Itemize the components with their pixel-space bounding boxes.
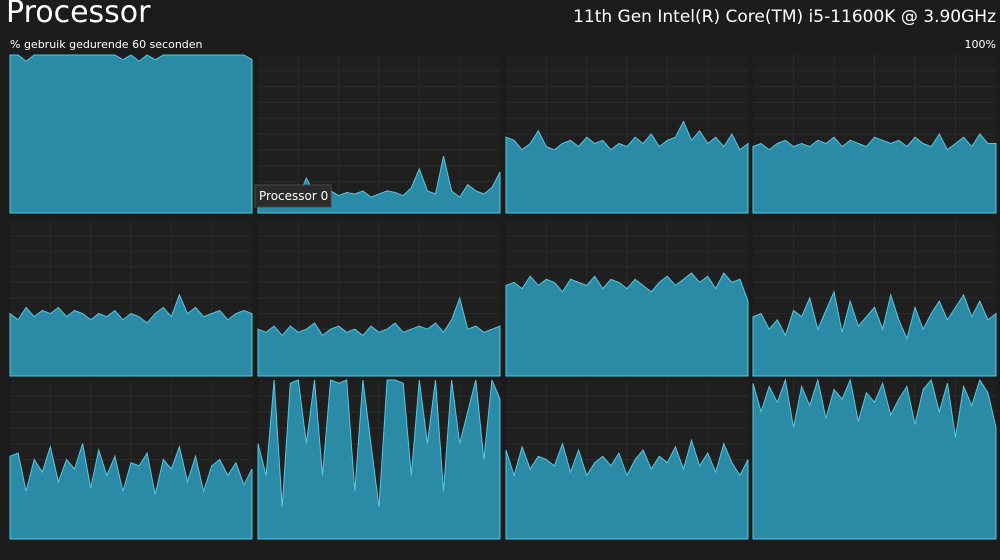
usage-area <box>9 54 253 214</box>
usage-area <box>505 120 749 214</box>
title: Processor <box>6 0 151 30</box>
cpu-graph <box>505 55 749 214</box>
usage-area <box>752 378 997 540</box>
graphs <box>9 54 997 540</box>
tooltip: Processor 0 <box>254 184 332 208</box>
cpu-graph <box>505 220 749 377</box>
cpu-graph <box>9 220 253 377</box>
cpu-graph <box>9 380 253 540</box>
usage-area <box>505 272 749 377</box>
usage-area <box>257 379 501 540</box>
usage-area <box>9 443 253 540</box>
cpu-graph <box>752 378 997 540</box>
cpu-name: 11th Gen Intel(R) Core(TM) i5-11600K @ 3… <box>573 7 996 27</box>
cpu-graph <box>257 220 501 377</box>
usage-area <box>505 438 749 540</box>
cpu-graph <box>257 379 501 540</box>
usage-area <box>752 132 997 214</box>
usage-area <box>257 296 501 377</box>
max-label: 100% <box>965 38 996 51</box>
tooltip-text: Processor 0 <box>259 189 328 203</box>
usage-area <box>752 290 997 377</box>
tooltip-box <box>254 184 332 208</box>
usage-area <box>9 293 253 377</box>
graph-label: % gebruik gedurende 60 seconden <box>10 38 203 51</box>
cpu-graph <box>9 54 253 214</box>
cpu-graph <box>752 220 997 377</box>
cpu-graph <box>752 55 997 214</box>
cpu-graph <box>505 380 749 540</box>
